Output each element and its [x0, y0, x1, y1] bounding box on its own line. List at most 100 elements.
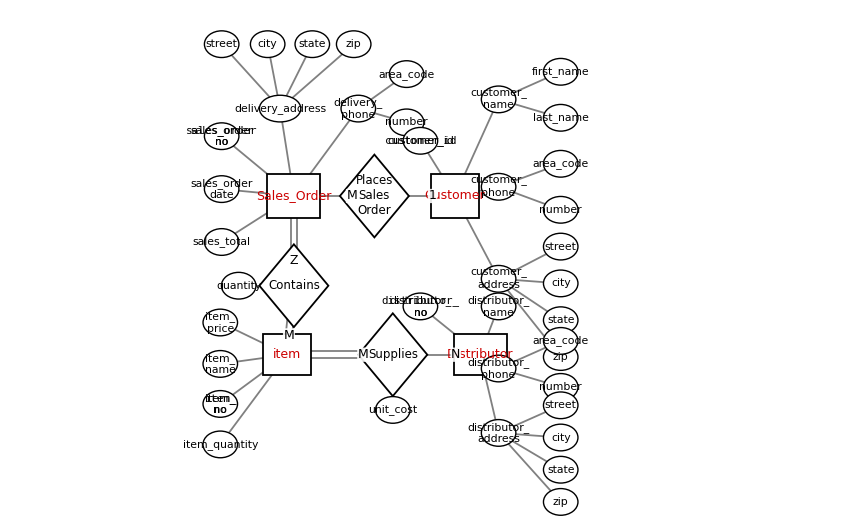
Text: state: state [298, 39, 326, 49]
FancyBboxPatch shape [263, 334, 311, 375]
Ellipse shape [481, 86, 516, 113]
Ellipse shape [543, 424, 578, 451]
Ellipse shape [337, 31, 371, 58]
Text: city: city [551, 432, 570, 443]
Ellipse shape [389, 61, 424, 87]
FancyBboxPatch shape [268, 174, 320, 218]
Text: Sales_Order: Sales_Order [256, 190, 332, 202]
Text: state: state [547, 465, 575, 475]
Text: state: state [547, 315, 575, 325]
Ellipse shape [543, 328, 578, 354]
Ellipse shape [481, 420, 516, 446]
Ellipse shape [376, 396, 410, 423]
Ellipse shape [204, 31, 239, 58]
Ellipse shape [203, 350, 237, 377]
Polygon shape [340, 155, 409, 237]
Polygon shape [259, 244, 328, 327]
Text: delivery_
phone: delivery_ phone [334, 98, 382, 120]
Text: last_name: last_name [533, 112, 589, 123]
Ellipse shape [403, 127, 438, 154]
Text: customer_id: customer_id [385, 135, 456, 146]
Ellipse shape [403, 293, 438, 320]
Ellipse shape [543, 104, 578, 131]
Text: customer_
address: customer_ address [470, 268, 527, 290]
Ellipse shape [481, 173, 516, 200]
Text: number: number [385, 117, 428, 127]
Text: distributor_
no: distributor_ no [389, 295, 451, 317]
Text: item_quantity: item_quantity [183, 439, 258, 450]
Text: sales_order
date: sales_order date [190, 178, 252, 200]
Text: area_code: area_code [533, 158, 589, 169]
Text: Distributor: Distributor [447, 348, 513, 361]
Ellipse shape [481, 293, 516, 320]
Ellipse shape [222, 272, 256, 299]
Ellipse shape [204, 228, 239, 255]
Ellipse shape [543, 374, 578, 400]
Text: area_code: area_code [378, 68, 434, 80]
Ellipse shape [543, 270, 578, 297]
Ellipse shape [543, 151, 578, 177]
Text: sales_order
no: sales_order no [186, 125, 258, 147]
Text: city: city [551, 278, 570, 288]
Ellipse shape [543, 489, 578, 515]
Text: M: M [347, 190, 357, 202]
Text: city: city [258, 39, 277, 49]
Ellipse shape [481, 355, 516, 382]
Text: zip: zip [346, 39, 361, 49]
Text: first_name: first_name [532, 66, 590, 77]
Text: item_
no: item_ no [205, 393, 235, 415]
Text: M: M [358, 348, 369, 361]
Polygon shape [359, 313, 428, 396]
Text: item_
no: item_ no [204, 393, 236, 415]
Ellipse shape [481, 266, 516, 292]
Ellipse shape [295, 31, 330, 58]
Text: Z: Z [290, 254, 298, 267]
Ellipse shape [251, 31, 285, 58]
Text: zip: zip [552, 352, 569, 362]
Ellipse shape [543, 307, 578, 333]
Text: street: street [545, 400, 576, 410]
Ellipse shape [389, 109, 424, 136]
Ellipse shape [543, 197, 578, 223]
Ellipse shape [543, 456, 578, 483]
Text: item_
price: item_ price [205, 311, 235, 334]
Text: number: number [540, 382, 582, 392]
Ellipse shape [203, 309, 237, 336]
Ellipse shape [543, 392, 578, 419]
Text: unit_cost: unit_cost [368, 404, 417, 416]
Text: M: M [284, 329, 294, 342]
Text: distributor_
name: distributor_ name [468, 295, 530, 317]
Text: quantity: quantity [216, 281, 261, 290]
Ellipse shape [203, 391, 237, 417]
Text: Supplies: Supplies [368, 348, 418, 361]
Text: distributor_
no: distributor_ no [382, 295, 459, 317]
Ellipse shape [341, 95, 376, 122]
Text: 1: 1 [428, 190, 436, 202]
Ellipse shape [543, 343, 578, 370]
Ellipse shape [204, 123, 239, 149]
Ellipse shape [203, 431, 237, 458]
Text: sales_total: sales_total [193, 236, 251, 248]
Ellipse shape [259, 95, 301, 122]
Text: customer_
name: customer_ name [470, 89, 527, 110]
Text: customer_
phone: customer_ phone [470, 176, 527, 198]
Text: number: number [540, 205, 582, 215]
Text: delivery_address: delivery_address [234, 103, 326, 114]
Text: street: street [206, 39, 238, 49]
Text: sales_order
no: sales_order no [190, 125, 252, 147]
Text: zip: zip [552, 497, 569, 507]
Text: N: N [451, 348, 461, 361]
Text: Contains: Contains [268, 279, 320, 292]
Text: item_
name: item_ name [205, 352, 235, 375]
FancyBboxPatch shape [431, 174, 479, 218]
Text: street: street [545, 242, 576, 252]
Ellipse shape [543, 233, 578, 260]
Text: Places
Sales
Order: Places Sales Order [355, 174, 393, 217]
Text: area_code: area_code [533, 335, 589, 347]
FancyBboxPatch shape [454, 334, 507, 375]
Text: distributor_
phone: distributor_ phone [468, 357, 530, 380]
Ellipse shape [543, 58, 578, 85]
Text: customer_id: customer_id [387, 135, 454, 146]
Text: distributor_
address: distributor_ address [468, 422, 530, 444]
Text: item: item [273, 348, 301, 361]
